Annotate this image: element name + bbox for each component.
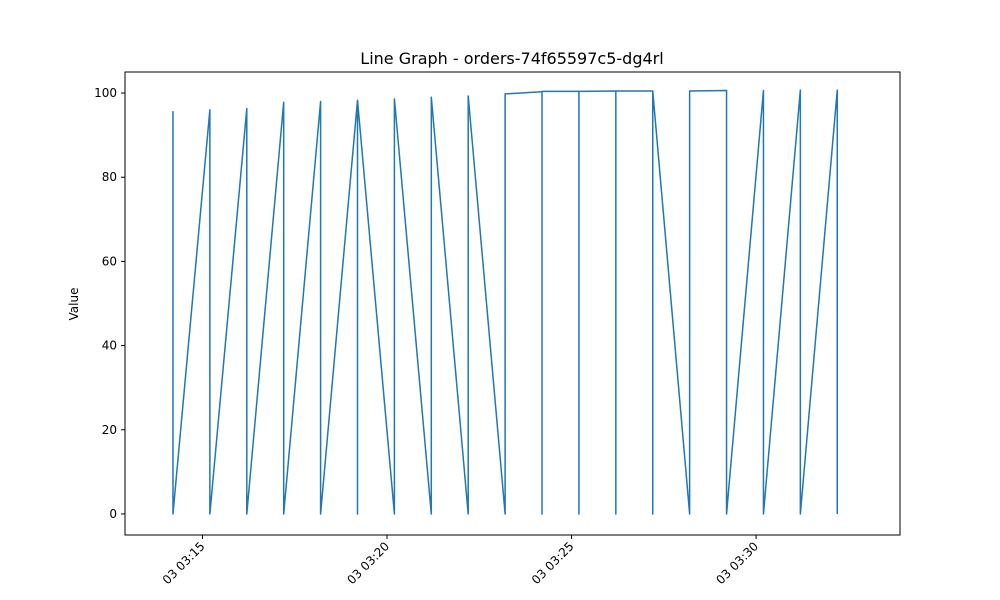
y-tick-label: 80 [102,170,117,184]
y-tick-label: 0 [109,507,117,521]
x-tick-label: 03 03:15 [160,539,208,587]
y-tick-label: 60 [102,254,117,268]
y-tick-label: 40 [102,339,117,353]
y-tick-label: 20 [102,423,117,437]
y-axis-label: Value [67,288,81,321]
x-tick-label: 03 03:25 [529,539,577,587]
y-axis: 0 20 40 60 80 100 [94,86,125,521]
y-tick-label: 100 [94,86,117,100]
x-tick-label: 03 03:30 [713,539,761,587]
chart-title: Line Graph - orders-74f65597c5-dg4rl [360,49,663,68]
x-axis: 03 03:15 03 03:20 03 03:25 03 03:30 [160,535,761,587]
series-line [172,89,839,515]
x-tick-label: 03 03:20 [344,539,392,587]
plot-frame [124,71,901,536]
